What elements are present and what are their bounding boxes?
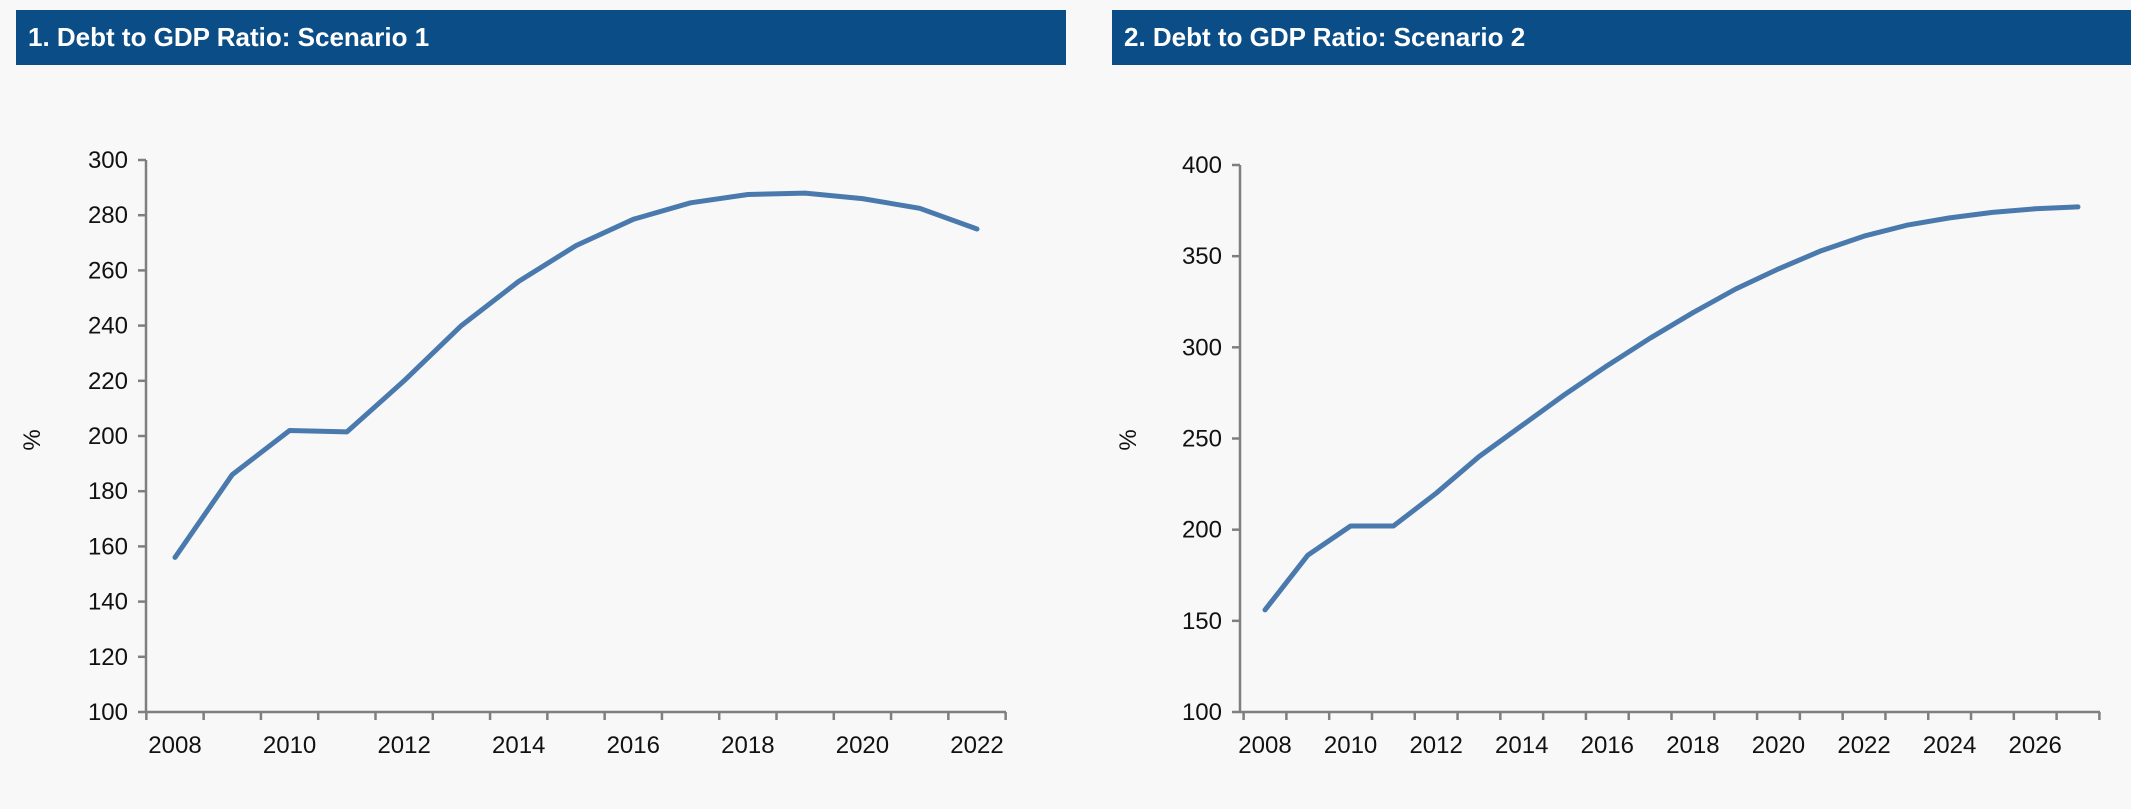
y-tick-label: 200 (1182, 517, 1222, 544)
y-tick-label: 200 (88, 423, 128, 450)
x-tick-label: 2010 (1324, 732, 1377, 759)
chart-panel-scenario-2: 2. Debt to GDP Ratio: Scenario 2 100 150 2… (1100, 0, 2131, 809)
y-tick-label: 300 (88, 147, 128, 174)
series-line (172, 190, 980, 560)
x-tick-label: 2020 (836, 732, 889, 759)
x-tick-label: 2010 (263, 732, 316, 759)
chart-panel-scenario-1: 1. Debt to GDP Ratio: Scenario 1 100 120 1… (16, 10, 1066, 759)
x-tick-label: 2018 (721, 732, 774, 759)
line-chart-scenario-2: 100 150 200 250 300 350 400 2008 2010 2012 2014 201… (1115, 152, 2101, 759)
y-axis-label: % (19, 429, 46, 450)
y-tick-label: 220 (88, 368, 128, 395)
y-tick-label: 300 (1182, 334, 1222, 361)
series-line (1262, 204, 2081, 613)
y-tick-label: 280 (88, 202, 128, 229)
line-chart-scenario-1: 100 120 140 160 180 200 220 240 260 280 300 2008 201… (19, 147, 1007, 759)
x-tick-label: 2022 (950, 732, 1003, 759)
y-tick-label: 160 (88, 533, 128, 560)
x-tick-label: 2012 (1409, 732, 1462, 759)
y-tick-label: 400 (1182, 152, 1222, 179)
x-tick-label: 2024 (1923, 732, 1976, 759)
y-tick-label: 140 (88, 589, 128, 616)
y-tick-label: 260 (88, 257, 128, 284)
x-tick-label: 2026 (2009, 732, 2062, 759)
x-tick-label: 2008 (148, 732, 201, 759)
y-tick-label: 350 (1182, 243, 1222, 270)
x-tick-label: 2020 (1752, 732, 1805, 759)
x-tick-label: 2016 (607, 732, 660, 759)
y-axis-label: % (1115, 429, 1142, 450)
y-tick-label: 240 (88, 313, 128, 340)
chart-title: 2. Debt to GDP Ratio: Scenario 2 (1112, 10, 2131, 65)
y-tick-label: 100 (1182, 699, 1222, 726)
y-tick-label: 120 (88, 644, 128, 671)
x-tick-label: 2018 (1666, 732, 1719, 759)
x-tick-label: 2014 (492, 732, 545, 759)
chart-title: 1. Debt to GDP Ratio: Scenario 1 (16, 10, 1066, 65)
y-tick-label: 250 (1182, 426, 1222, 453)
x-tick-label: 2014 (1495, 732, 1548, 759)
x-tick-label: 2012 (377, 732, 430, 759)
y-tick-label: 100 (88, 699, 128, 726)
x-tick-label: 2022 (1837, 732, 1890, 759)
x-tick-label: 2016 (1581, 732, 1634, 759)
x-tick-label: 2008 (1238, 732, 1291, 759)
y-tick-label: 180 (88, 478, 128, 505)
y-tick-label: 150 (1182, 608, 1222, 635)
